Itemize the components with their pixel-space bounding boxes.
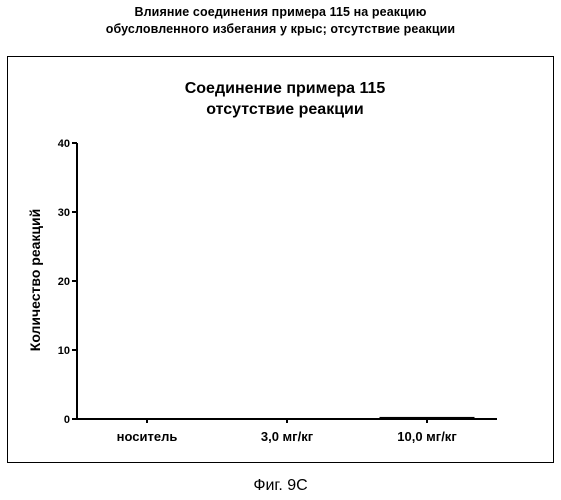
x-tick-label: носитель	[117, 429, 178, 444]
y-tick-label: 10	[58, 345, 70, 357]
bar	[380, 417, 475, 419]
x-tick-label: 10,0 мг/кг	[397, 429, 457, 444]
chart-title-line-1: Соединение примера 115	[185, 80, 386, 97]
y-tick-label: 20	[58, 276, 70, 288]
bar-chart: Соединение примера 115 отсутствие реакци…	[0, 0, 561, 470]
y-tick-label: 30	[58, 207, 70, 219]
plot-area: 0 10 20 30 40 носитель 3,0 мг/кг 10,0 мг/кг	[58, 138, 497, 444]
y-axis-label: Количество реакций	[27, 209, 43, 351]
x-tick-label: 3,0 мг/кг	[261, 429, 314, 444]
figure-caption: Фиг. 9С	[0, 476, 561, 496]
y-tick-label: 40	[58, 138, 70, 150]
chart-title-line-2: отсутствие реакции	[206, 101, 363, 118]
y-tick-label: 0	[64, 414, 70, 426]
